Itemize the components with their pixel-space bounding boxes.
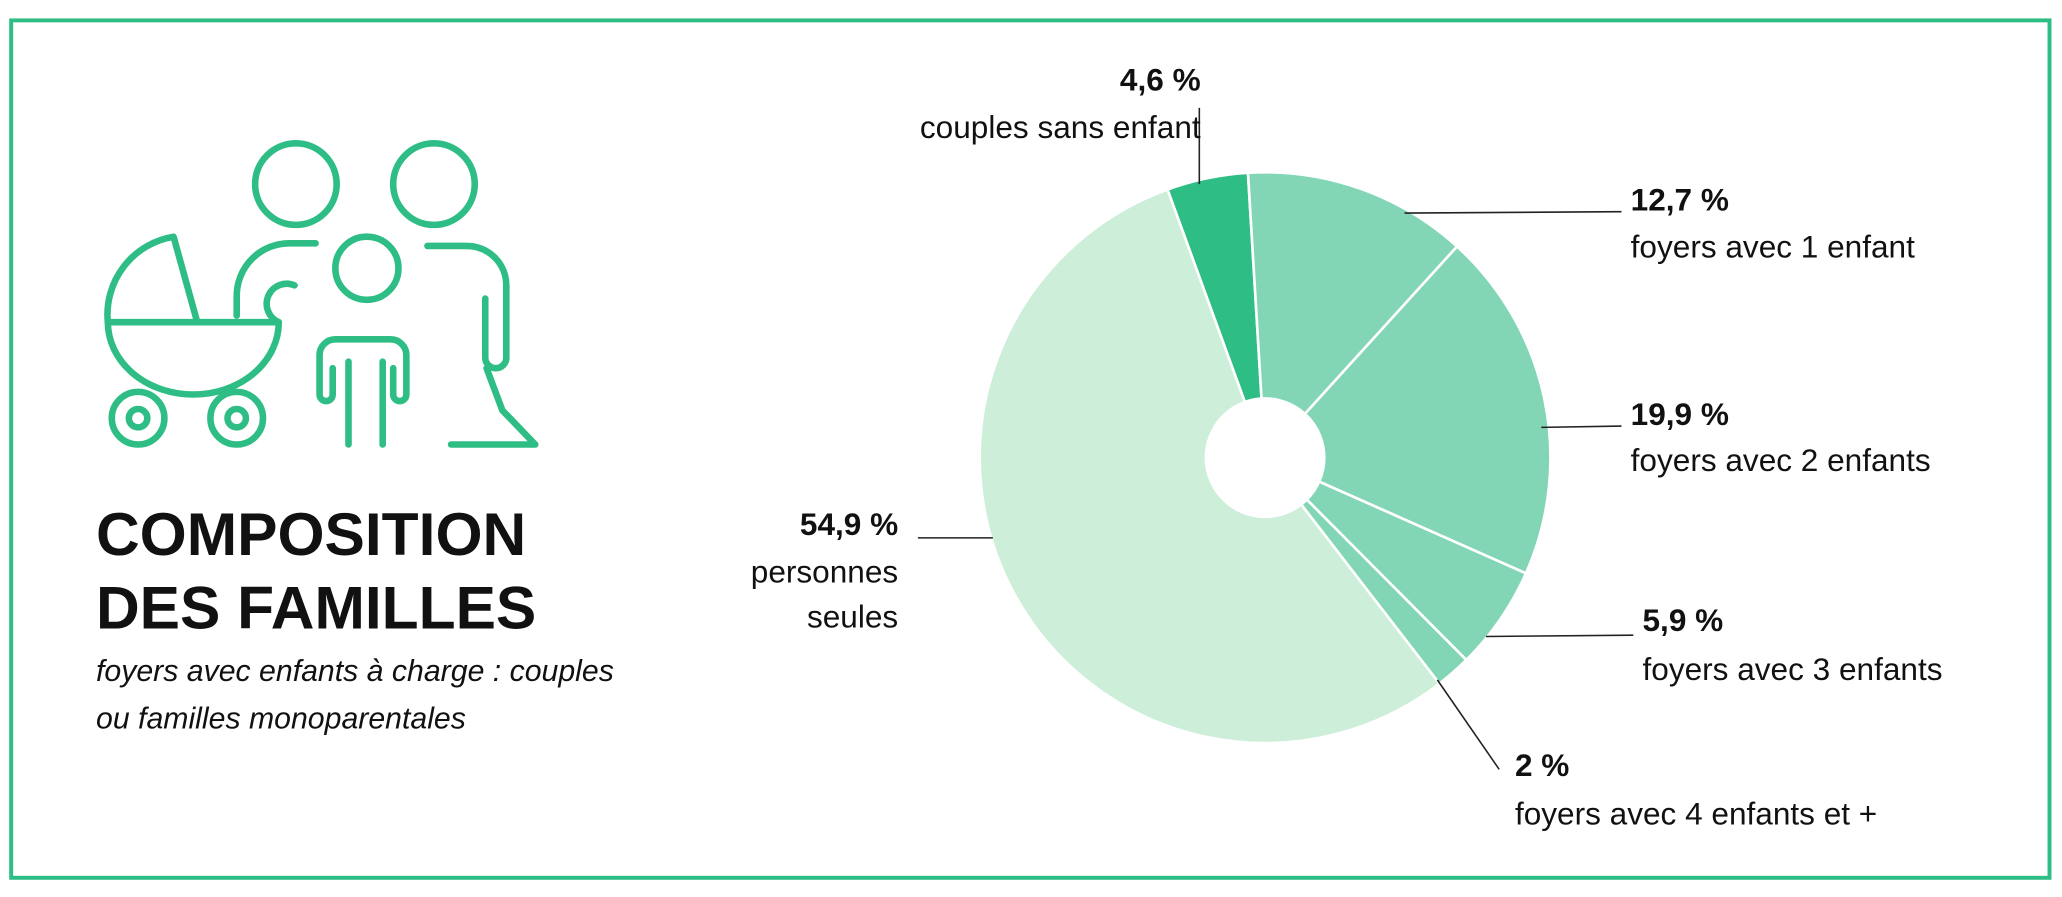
pie-slice	[1246, 170, 1459, 416]
value-label: 5,9 %	[1642, 603, 1724, 640]
value-label: 54,9 %	[799, 507, 899, 544]
chart-subtitle: foyers avec enfants à charge : couples o…	[95, 653, 614, 736]
category-label: personnes seules	[750, 554, 899, 636]
leader-line	[1404, 210, 1622, 214]
leader-line	[1541, 425, 1622, 429]
value-label: 12,7 %	[1630, 182, 1729, 219]
category-label: foyers avec 3 enfants	[1642, 652, 1943, 688]
leader-line	[1436, 679, 1500, 770]
pie-slice	[1303, 244, 1552, 576]
value-label: 19,9 %	[1630, 397, 1729, 433]
category-label: couples sans enfant	[919, 110, 1201, 146]
category-label: foyers avec 2 enfants	[1630, 443, 1931, 479]
frame	[9, 18, 2052, 880]
value-label: 2 %	[1514, 748, 1570, 784]
leader-line	[1485, 634, 1634, 638]
category-label: foyers avec 1 enfant	[1630, 230, 1915, 266]
pie-slice	[978, 187, 1442, 745]
chart-title: COMPOSITION DES FAMILLES	[95, 499, 537, 642]
value-label: 4,6 %	[1119, 63, 1201, 99]
category-label: foyers avec 4 enfants et +	[1514, 796, 1878, 833]
family-icon	[104, 140, 539, 448]
